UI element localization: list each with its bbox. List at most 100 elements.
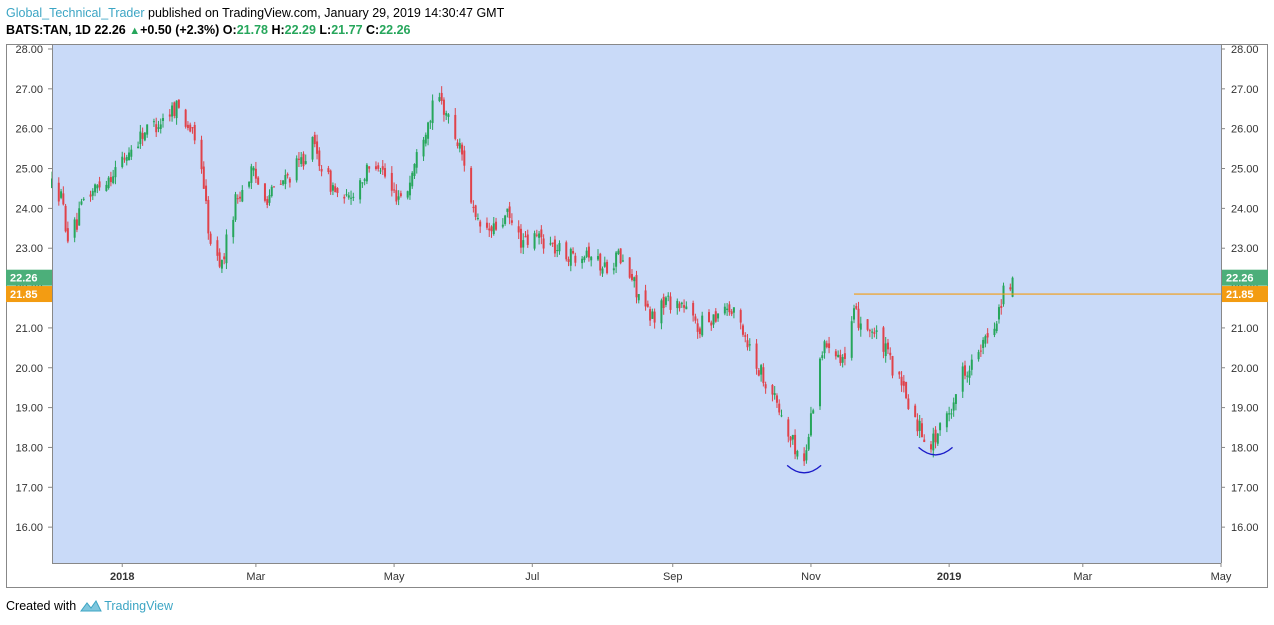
right-axis-label: 17.00 — [1231, 482, 1259, 494]
candle — [900, 371, 903, 392]
candle-body — [184, 109, 187, 127]
candle-body — [653, 311, 656, 323]
candle-body — [64, 205, 67, 232]
candle-body — [794, 434, 797, 455]
candle-body — [82, 198, 85, 200]
candle-body — [644, 290, 647, 307]
candle — [821, 351, 824, 361]
price-badge-label: 21.85 — [10, 289, 38, 301]
candle — [125, 154, 128, 166]
candle-body — [411, 172, 414, 187]
time-axis-label: May — [384, 571, 405, 583]
candle — [232, 216, 235, 244]
candle-body — [232, 219, 235, 238]
candle-body — [234, 194, 237, 220]
candle-body — [343, 196, 346, 199]
candle — [526, 229, 529, 248]
candle-body — [508, 206, 511, 219]
candle — [834, 349, 837, 360]
candle — [850, 316, 853, 361]
candle-body — [461, 144, 464, 155]
plot-area[interactable] — [52, 45, 1221, 563]
candle-body — [1011, 277, 1014, 297]
candle — [96, 184, 99, 194]
right-axis-label: 25.00 — [1231, 164, 1259, 176]
candle — [837, 350, 840, 358]
candle-body — [96, 185, 99, 189]
cup-arc-annotation[interactable] — [918, 446, 953, 456]
candle-body — [320, 168, 323, 172]
candle-body — [646, 303, 649, 307]
candle-body — [399, 193, 402, 197]
footer: Created with TradingView — [6, 599, 173, 613]
price-chart[interactable]: 16.0017.0018.0019.0020.0021.0022.0023.00… — [0, 0, 1274, 600]
price-badge-label: 22.26 — [1226, 273, 1254, 285]
tradingview-brand[interactable]: TradingView — [104, 599, 173, 613]
candle-body — [567, 259, 570, 262]
author-link[interactable]: Global_Technical_Trader — [6, 6, 145, 20]
candle — [381, 160, 384, 176]
candle-body — [189, 124, 192, 132]
candle-body — [775, 395, 778, 403]
cup-arc-annotation[interactable] — [786, 464, 822, 474]
candle-body — [495, 221, 498, 230]
candle-body — [254, 168, 257, 179]
candle — [472, 200, 475, 213]
candle-body — [522, 240, 525, 248]
candle-body — [470, 167, 473, 203]
candle-body — [728, 304, 731, 313]
candle — [445, 110, 448, 120]
candle-body — [424, 134, 427, 144]
candle-body — [741, 325, 744, 335]
candle — [635, 270, 638, 304]
publish-header: Global_Technical_Trader published on Tra… — [6, 4, 504, 22]
candle — [447, 113, 450, 124]
candle — [728, 301, 731, 316]
candle — [220, 259, 223, 273]
candle — [334, 183, 337, 193]
candle — [859, 316, 862, 337]
candle-body — [408, 182, 411, 196]
candle — [843, 346, 846, 366]
candle-body — [966, 375, 969, 377]
candle — [646, 300, 649, 308]
candle — [474, 204, 477, 221]
candle-body — [89, 194, 92, 197]
candle-body — [318, 150, 321, 167]
candle — [218, 248, 221, 269]
candle-body — [757, 370, 760, 376]
candle-body — [572, 251, 575, 254]
candle — [775, 393, 778, 408]
candle — [694, 313, 697, 324]
candle — [141, 127, 144, 146]
right-axis-label: 24.00 — [1231, 203, 1259, 215]
candle-body — [506, 208, 509, 212]
left-axis-label: 17.00 — [15, 482, 43, 494]
candle-body — [730, 311, 733, 315]
candle — [907, 394, 910, 411]
candle — [692, 300, 695, 322]
candle-body — [968, 370, 971, 378]
candle — [517, 220, 520, 240]
candle-body — [350, 197, 353, 199]
candle-body — [918, 420, 921, 431]
candle — [461, 142, 464, 161]
candle — [857, 301, 860, 331]
left-axis-label: 21.00 — [15, 323, 43, 335]
candle-body — [630, 274, 633, 280]
candle — [123, 152, 126, 163]
candle — [209, 231, 212, 246]
candle — [64, 203, 67, 233]
candle-body — [583, 257, 586, 261]
candle — [549, 236, 552, 246]
candle-body — [857, 308, 860, 328]
candle — [841, 354, 844, 368]
candle — [395, 184, 398, 205]
right-axis-label: 26.00 — [1231, 124, 1259, 136]
candle-body — [930, 444, 933, 450]
right-price-badge: 21.85 — [1222, 286, 1268, 303]
candle-body — [329, 170, 332, 192]
open-label: O: — [222, 23, 237, 37]
candle — [438, 92, 441, 103]
candle — [254, 161, 257, 183]
